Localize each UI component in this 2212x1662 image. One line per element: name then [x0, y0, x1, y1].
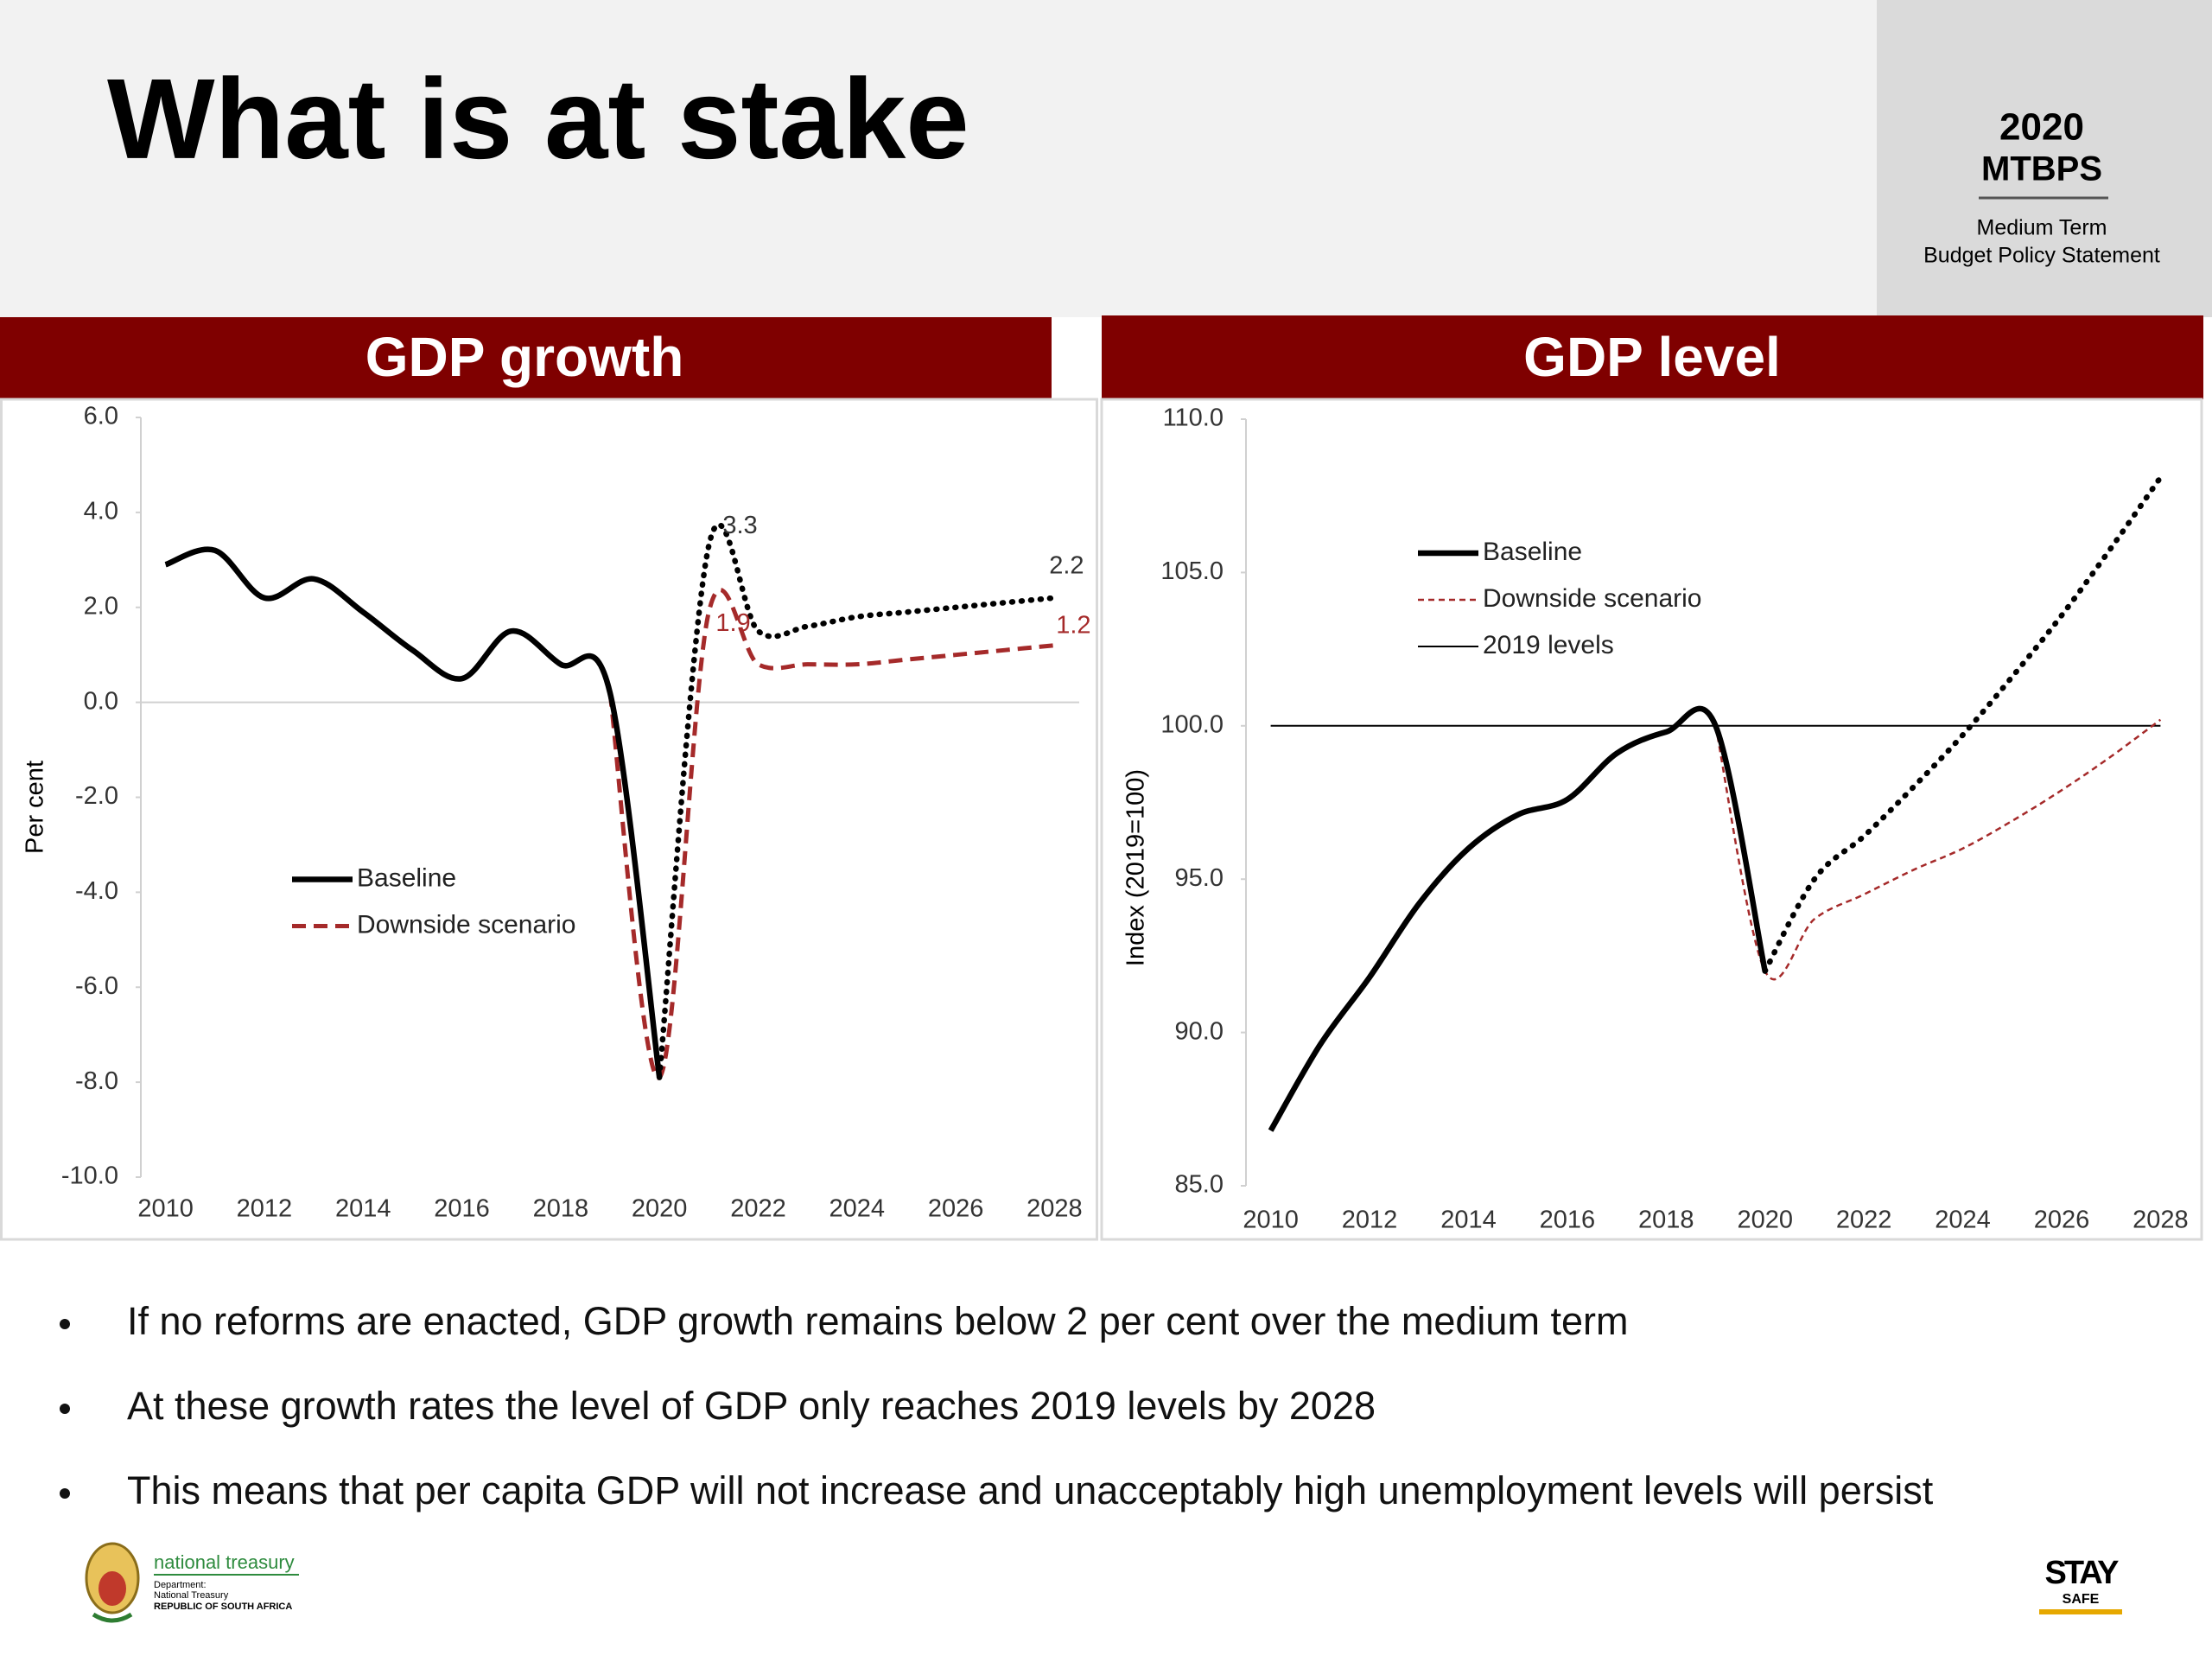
y-tick-label: -4.0: [75, 877, 118, 905]
y-tick-label: 110.0: [1163, 404, 1224, 432]
badge-subtitle: Medium Term: [1977, 216, 2107, 240]
coat-of-arms-ribbon: [92, 1612, 133, 1623]
series-line: [164, 546, 663, 1079]
series-line: [1762, 474, 2164, 974]
series-line: [1714, 718, 2162, 981]
bullet-text: This means that per capita GDP will not …: [127, 1468, 1934, 1512]
header-band: [0, 0, 1877, 317]
legend-label: Downside scenario: [357, 910, 575, 939]
x-tick-label: 2028: [2133, 1207, 2189, 1234]
x-tick-label: 2024: [1935, 1207, 1991, 1234]
y-tick-label: -8.0: [75, 1067, 118, 1095]
series-line: [1268, 705, 1768, 1132]
x-tick-label: 2010: [137, 1195, 194, 1223]
y-tick-label: 105.0: [1160, 557, 1224, 585]
chart-panel: [1100, 398, 2203, 1241]
badge-band: [1877, 0, 2212, 317]
y-axis-label: Per cent: [22, 761, 49, 854]
x-tick-label: 2022: [1836, 1207, 1892, 1234]
badge-name: MTBPS: [1981, 150, 2102, 188]
x-tick-label: 2022: [730, 1195, 786, 1223]
x-tick-label: 2012: [237, 1195, 293, 1223]
data-label: 1.2: [1056, 611, 1090, 639]
series-line: [607, 588, 1055, 1080]
data-label: 2.2: [1049, 551, 1084, 579]
chart-title-bar: [1102, 315, 2203, 399]
badge-subtitle: Budget Policy Statement: [1923, 244, 2160, 268]
treasury-logo: national treasury Department: National T…: [85, 1542, 299, 1623]
legend-label: Baseline: [1483, 538, 1582, 566]
y-tick-label: 6.0: [84, 403, 118, 430]
y-tick-label: 100.0: [1160, 710, 1224, 738]
chart-panel: [0, 398, 1098, 1241]
logo-line: National Treasury: [154, 1590, 229, 1601]
logo-line: SAFE: [2063, 1592, 2100, 1607]
x-tick-label: 2028: [1027, 1195, 1083, 1223]
badge-year: 2020: [1999, 106, 2084, 149]
y-tick-label: 4.0: [84, 498, 118, 525]
y-tick-label: 0.0: [84, 687, 118, 715]
x-tick-label: 2020: [1737, 1207, 1793, 1234]
x-tick-label: 2012: [1342, 1207, 1398, 1234]
x-tick-label: 2010: [1243, 1207, 1299, 1234]
y-axis-label: Index (2019=100): [1122, 769, 1150, 966]
y-tick-label: -10.0: [61, 1162, 118, 1190]
x-tick-label: 2018: [533, 1195, 589, 1223]
bullet-text: At these growth rates the level of GDP o…: [127, 1384, 1376, 1428]
y-tick-label: 95.0: [1175, 864, 1224, 892]
legend-label: Downside scenario: [1483, 584, 1701, 613]
stay-safe-logo: STAY SAFE: [2039, 1555, 2122, 1614]
chart-title: GDP growth: [365, 326, 684, 388]
x-tick-label: 2026: [2034, 1207, 2090, 1234]
x-tick-label: 2014: [335, 1195, 391, 1223]
logo-line: REPUBLIC OF SOUTH AFRICA: [154, 1602, 292, 1612]
x-tick-label: 2020: [632, 1195, 688, 1223]
logo-line: Department:: [154, 1580, 207, 1590]
y-tick-label: -2.0: [75, 782, 118, 810]
coat-of-arms-shield: [99, 1571, 126, 1606]
slide-title: What is at stake: [107, 55, 969, 182]
legend-label: 2019 levels: [1483, 631, 1614, 659]
y-tick-label: 85.0: [1175, 1171, 1224, 1199]
logo-line: STAY: [2044, 1555, 2119, 1591]
y-tick-label: -6.0: [75, 972, 118, 1000]
logo-bar: [2039, 1609, 2122, 1614]
series-line: [656, 522, 1058, 1080]
x-tick-label: 2018: [1638, 1207, 1694, 1234]
logo-name: national treasury: [154, 1551, 295, 1573]
bullet-dot: [60, 1404, 70, 1414]
chart-title: GDP level: [1523, 326, 1781, 388]
bullet-text: If no reforms are enacted, GDP growth re…: [127, 1299, 1628, 1343]
legend-label: Baseline: [357, 863, 456, 892]
y-tick-label: 90.0: [1175, 1017, 1224, 1045]
chart-title-bar: [0, 317, 1052, 399]
x-tick-label: 2014: [1440, 1207, 1497, 1234]
x-tick-label: 2024: [830, 1195, 886, 1223]
data-label: 3.3: [722, 512, 757, 539]
x-tick-label: 2026: [928, 1195, 984, 1223]
x-tick-label: 2016: [434, 1195, 490, 1223]
x-tick-label: 2016: [1540, 1207, 1596, 1234]
y-tick-label: 2.0: [84, 592, 118, 620]
bullet-dot: [60, 1488, 70, 1499]
bullet-dot: [60, 1319, 70, 1329]
data-label: 1.9: [715, 609, 750, 637]
